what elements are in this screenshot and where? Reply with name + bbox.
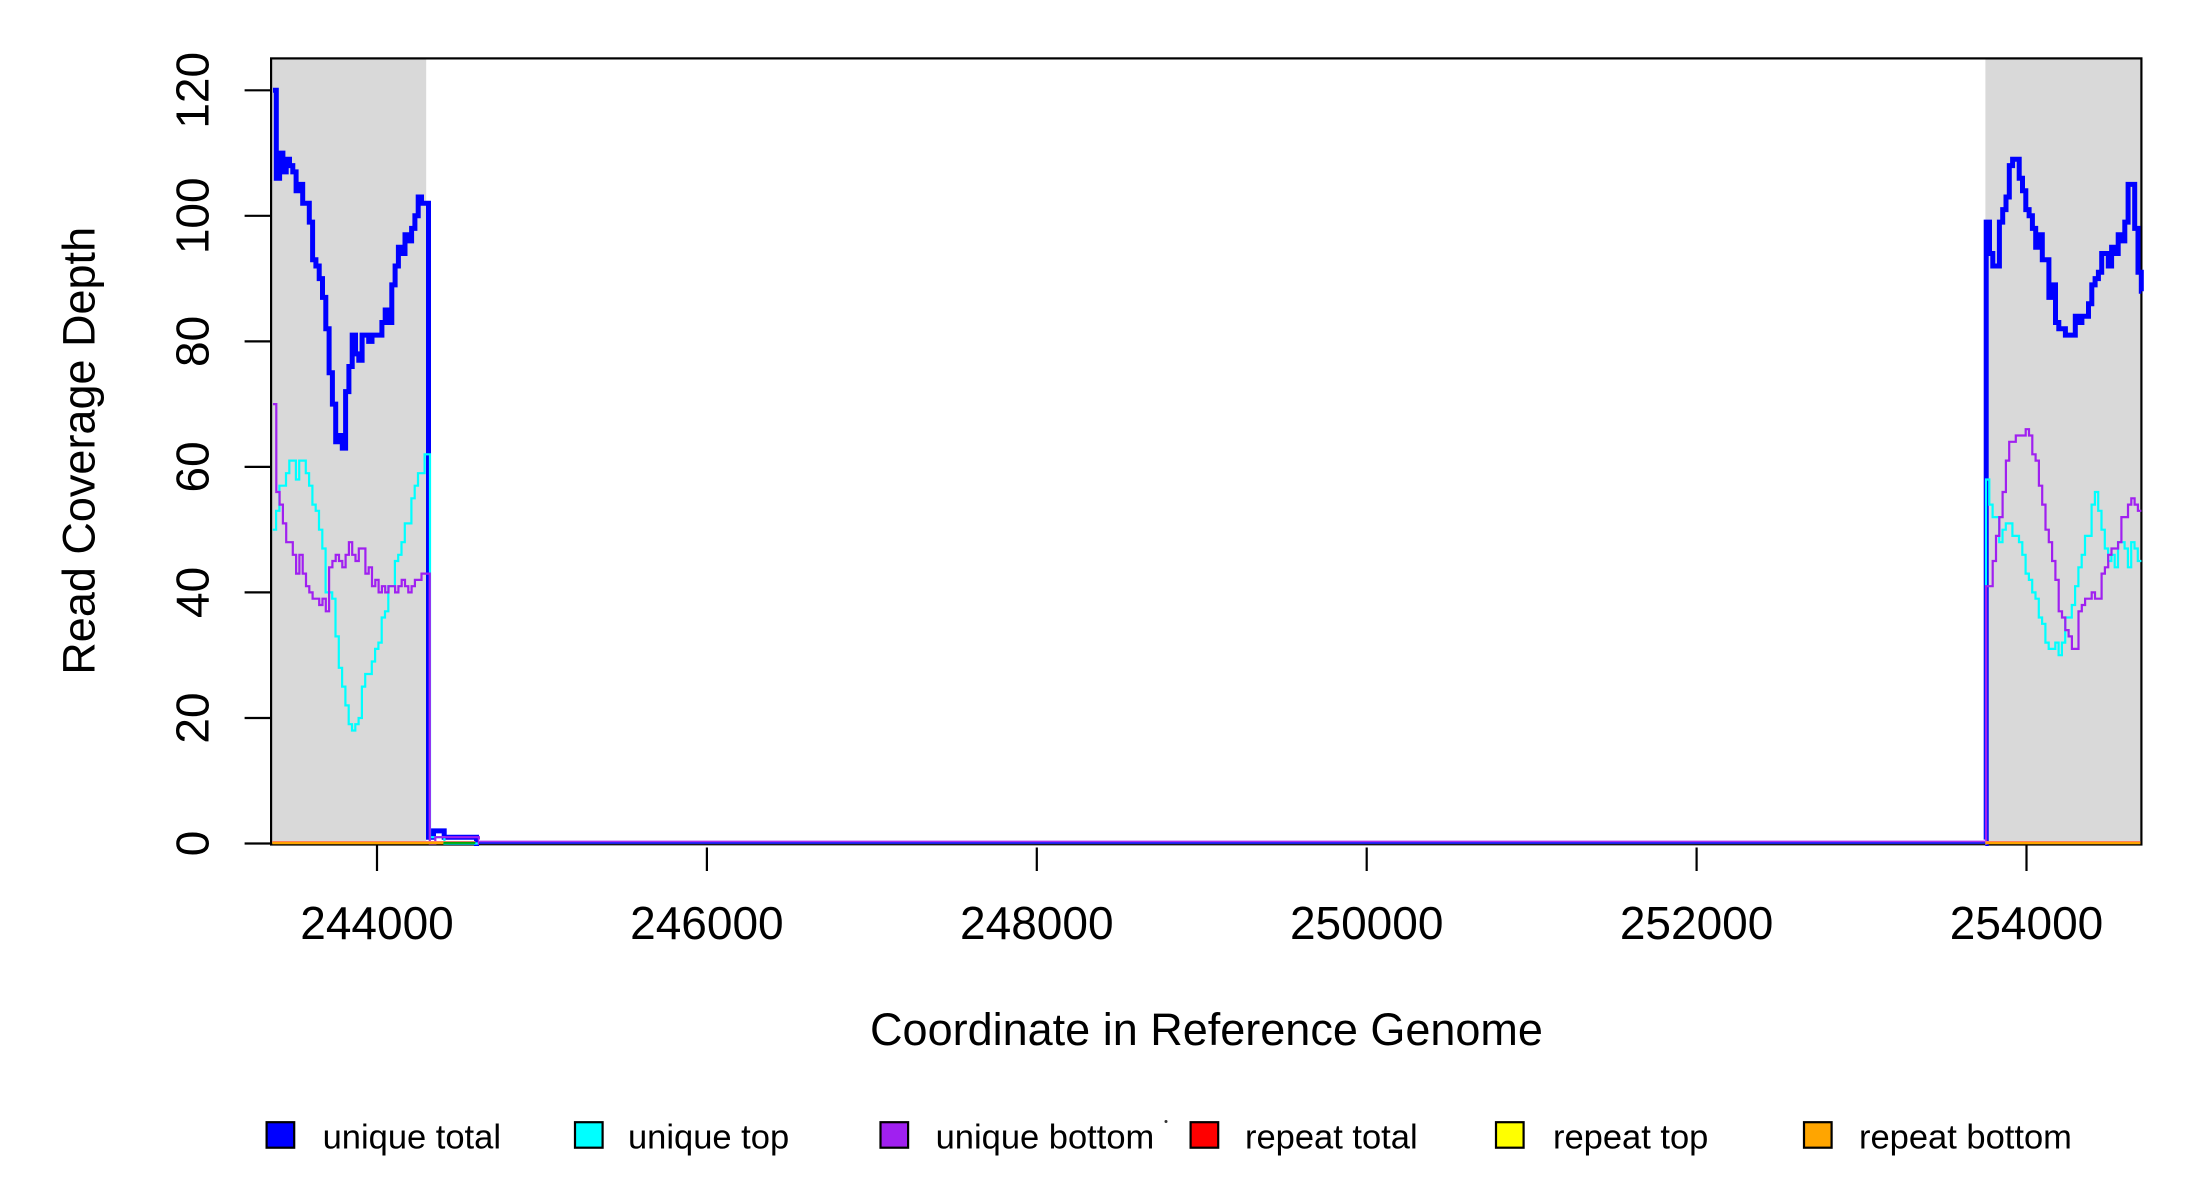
svg-text:60: 60 xyxy=(167,441,219,492)
svg-text:250000: 250000 xyxy=(1290,897,1444,949)
svg-text:254000: 254000 xyxy=(1950,897,2104,949)
svg-text:120: 120 xyxy=(167,52,219,129)
svg-text:unique bottom: unique bottom xyxy=(936,1119,1155,1157)
svg-text:252000: 252000 xyxy=(1620,897,1774,949)
svg-text:20: 20 xyxy=(167,692,219,743)
svg-text:244000: 244000 xyxy=(300,897,454,949)
svg-text:repeat total: repeat total xyxy=(1245,1119,1418,1157)
svg-text:246000: 246000 xyxy=(630,897,784,949)
svg-text:repeat bottom: repeat bottom xyxy=(1859,1119,2072,1157)
svg-text:unique total: unique total xyxy=(323,1119,501,1157)
svg-text:40: 40 xyxy=(167,567,219,618)
svg-text:Coordinate in Reference Genome: Coordinate in Reference Genome xyxy=(870,1004,1543,1055)
svg-text:unique top: unique top xyxy=(628,1119,789,1157)
svg-text:Read Coverage Depth: Read Coverage Depth xyxy=(54,227,105,675)
svg-text:100: 100 xyxy=(167,177,219,254)
svg-text:248000: 248000 xyxy=(960,897,1114,949)
svg-text:repeat top: repeat top xyxy=(1553,1119,1708,1157)
svg-text:0: 0 xyxy=(167,831,219,857)
svg-text:80: 80 xyxy=(167,316,219,367)
